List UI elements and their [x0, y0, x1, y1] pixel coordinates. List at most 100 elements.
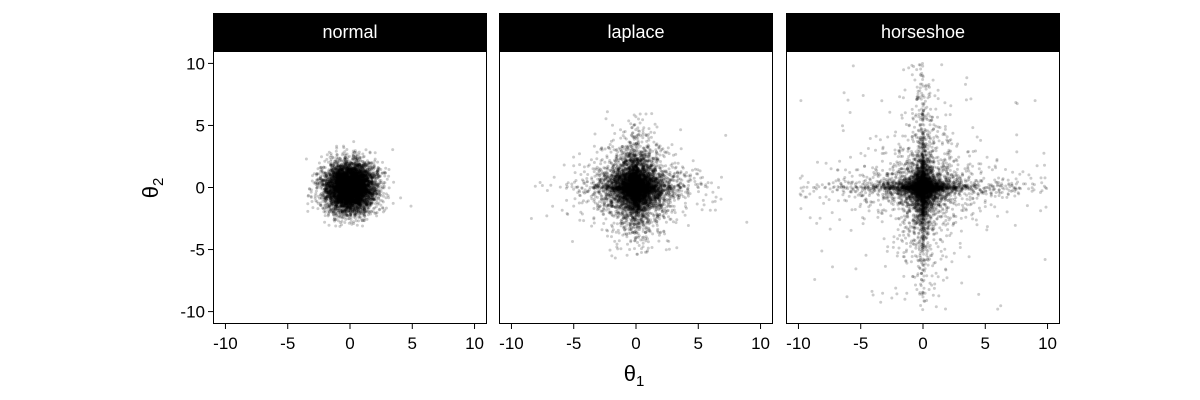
data-point — [338, 183, 342, 187]
data-point — [342, 180, 346, 184]
data-point — [374, 190, 378, 194]
data-point — [366, 194, 369, 198]
data-point — [356, 198, 360, 202]
data-point — [348, 175, 352, 179]
data-point — [334, 191, 337, 195]
data-point — [375, 169, 379, 173]
data-point — [370, 175, 374, 179]
data-point — [351, 166, 355, 169]
data-point — [353, 173, 357, 177]
data-point — [347, 170, 351, 174]
data-point — [360, 180, 363, 184]
data-point — [354, 191, 358, 195]
data-point — [372, 165, 376, 168]
data-point — [353, 149, 357, 153]
data-point — [346, 186, 350, 190]
data-point — [344, 181, 348, 184]
data-point — [338, 157, 342, 161]
data-point — [359, 171, 363, 175]
data-point — [354, 195, 357, 199]
data-point — [340, 215, 344, 219]
data-point — [342, 175, 346, 179]
data-point — [339, 164, 343, 168]
data-point — [342, 161, 346, 165]
data-point — [344, 189, 348, 193]
data-point — [351, 169, 355, 173]
data-point — [371, 185, 375, 189]
data-point — [358, 186, 362, 190]
data-point — [361, 182, 365, 186]
data-point — [327, 223, 331, 227]
data-point — [337, 186, 341, 190]
data-point — [310, 179, 314, 183]
data-point — [327, 176, 331, 180]
data-point — [333, 192, 337, 196]
data-point — [363, 187, 367, 190]
data-point — [336, 196, 340, 200]
data-point — [372, 191, 376, 195]
data-point — [391, 201, 395, 205]
data-point — [350, 175, 354, 179]
data-point — [361, 199, 365, 203]
data-point — [356, 171, 360, 175]
data-point — [347, 154, 351, 158]
data-point — [360, 179, 364, 183]
data-point — [384, 166, 388, 170]
data-point — [370, 198, 374, 202]
data-point — [320, 155, 323, 159]
data-point — [355, 171, 359, 175]
data-point — [364, 148, 368, 152]
data-point — [326, 202, 330, 206]
data-point — [354, 164, 358, 168]
data-point — [367, 190, 371, 194]
data-point — [339, 185, 343, 189]
data-point — [371, 186, 375, 190]
data-point — [353, 167, 357, 171]
data-point — [362, 177, 366, 181]
data-point — [354, 200, 357, 204]
data-point — [347, 178, 351, 182]
data-point — [326, 192, 330, 196]
data-point — [335, 203, 339, 207]
data-point — [360, 189, 364, 193]
data-point — [340, 210, 344, 214]
data-point — [339, 195, 343, 199]
data-point — [373, 189, 377, 193]
data-point — [339, 182, 343, 186]
data-point — [335, 168, 339, 172]
data-point — [357, 187, 361, 191]
data-point — [349, 196, 353, 200]
data-point — [330, 202, 334, 206]
data-point — [364, 164, 368, 168]
data-point — [344, 189, 348, 193]
data-point — [359, 182, 363, 186]
data-point — [376, 166, 380, 170]
data-point — [332, 212, 336, 216]
data-point — [354, 214, 358, 218]
data-point — [391, 148, 395, 152]
data-point — [343, 201, 347, 205]
data-point — [347, 221, 351, 225]
data-point — [362, 193, 366, 197]
data-point — [351, 169, 355, 173]
data-point — [349, 191, 353, 194]
data-point — [306, 202, 310, 206]
data-point — [333, 188, 337, 192]
data-point — [319, 193, 323, 197]
data-point — [338, 212, 342, 216]
data-point — [333, 188, 337, 192]
data-point — [377, 196, 381, 200]
data-point — [352, 185, 356, 189]
data-point — [353, 198, 357, 202]
data-point — [331, 188, 335, 192]
data-point — [337, 194, 341, 198]
data-point — [345, 161, 348, 165]
data-point — [348, 163, 352, 167]
data-point — [348, 203, 352, 207]
data-point — [351, 180, 355, 184]
data-point — [354, 191, 358, 195]
data-point — [348, 213, 352, 217]
data-point — [337, 170, 341, 174]
data-point — [351, 170, 355, 174]
data-point — [323, 195, 327, 199]
